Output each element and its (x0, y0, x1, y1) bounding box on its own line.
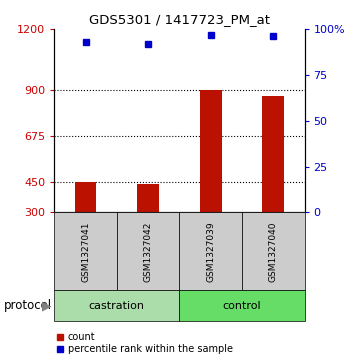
Text: protocol: protocol (4, 299, 52, 312)
Bar (200, 90, 222, 212)
Legend: count, percentile rank within the sample: count, percentile rank within the sample (52, 329, 237, 358)
Bar (75, 182, 97, 212)
Text: ▶: ▶ (42, 299, 52, 312)
Text: castration: castration (89, 301, 145, 311)
Text: GSM1327039: GSM1327039 (206, 221, 215, 282)
Text: GSM1327041: GSM1327041 (81, 221, 90, 282)
Text: control: control (223, 301, 261, 311)
Text: GSM1327040: GSM1327040 (269, 221, 278, 282)
Bar (262, 96, 284, 212)
Title: GDS5301 / 1417723_PM_at: GDS5301 / 1417723_PM_at (89, 13, 270, 26)
Bar (137, 184, 159, 212)
Text: GSM1327042: GSM1327042 (144, 221, 153, 282)
